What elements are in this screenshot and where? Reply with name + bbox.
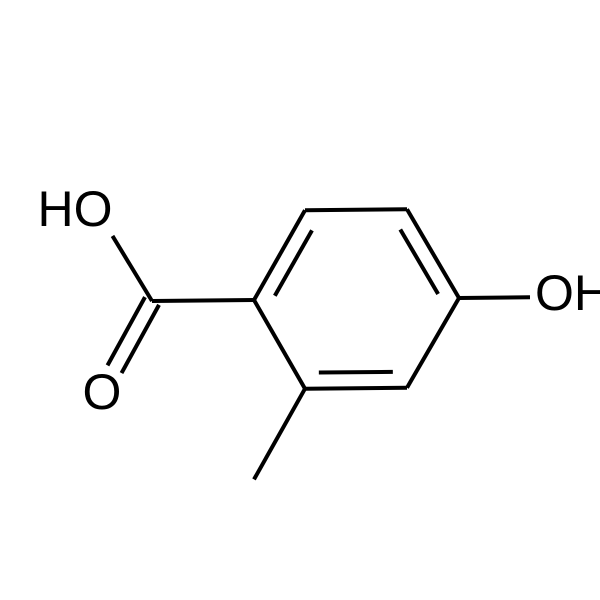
atom-label-2: OH — [535, 265, 600, 321]
molecule-diagram: HO O OH — [0, 0, 600, 600]
bond-C5-C6-inner — [319, 372, 393, 373]
bond-C2-C3 — [305, 209, 407, 210]
bond-C1-C7 — [152, 300, 254, 301]
bond-C4-O10 — [459, 297, 530, 298]
atom-label-1: O — [83, 364, 122, 420]
bond-C5-C6-outer — [305, 388, 407, 389]
diagram-background — [0, 0, 600, 600]
atom-label-0: HO — [38, 181, 113, 237]
